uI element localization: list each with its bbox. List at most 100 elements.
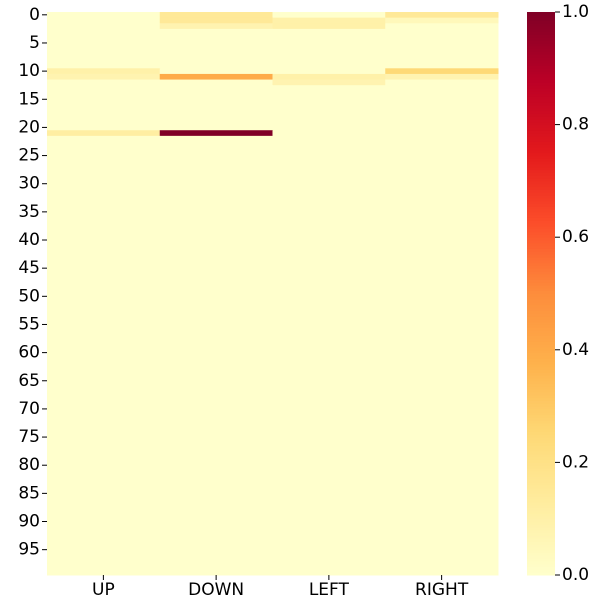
cell [47,321,161,328]
cell [47,304,161,311]
colorbar-segment [527,445,555,449]
colorbar-segment [527,68,555,72]
colorbar-segment [527,118,555,123]
cell [385,535,499,542]
cell [385,406,499,413]
cell [385,96,499,103]
cell [159,496,273,503]
cell [159,34,273,41]
colorbar-segment [527,172,555,176]
cell [159,79,273,86]
cell [47,254,161,261]
cell [385,130,499,137]
colorbar-tick-label: 0.6 [562,227,589,247]
cell [159,456,273,463]
cell [159,507,273,514]
colorbar-segment [527,296,555,300]
cell [272,535,386,542]
colorbar-segment [527,231,555,235]
colorbar-segment [527,408,555,413]
cell [159,254,273,261]
colorbar-segment [527,521,555,525]
cell [385,304,499,311]
colorbar-segment [527,104,555,109]
cell [47,372,161,379]
cell [272,209,386,216]
cell [385,569,499,576]
cell [159,344,273,351]
cell [159,428,273,435]
cell [385,254,499,261]
cell [385,287,499,294]
x-tick-label: RIGHT [415,580,469,600]
cell [47,468,161,475]
cell [385,68,499,75]
cell [385,422,499,430]
colorbar-segment [527,563,555,568]
cell [272,96,386,103]
colorbar-segment [527,14,555,19]
cell [272,57,386,64]
cell [159,192,273,199]
cell [385,451,499,458]
cell [159,113,273,120]
colorbar-segment [527,524,555,528]
colorbar-segment [527,422,555,427]
cell [272,484,386,492]
colorbar-segment [527,248,555,252]
cell [47,473,161,480]
cell [272,456,386,463]
colorbar-segment [527,93,555,97]
cell [272,51,386,58]
cell [385,186,499,193]
colorbar-segment [527,363,555,368]
colorbar-segment [527,397,555,401]
colorbar-segment [527,406,555,410]
cell [47,484,161,492]
cell [385,372,499,379]
cell [272,287,386,294]
cell [47,513,161,520]
cell [159,422,273,430]
cell [159,451,273,458]
colorbar-segment [527,569,555,573]
cell [385,383,499,390]
cell [272,186,386,193]
cell [272,270,386,278]
colorbar-segment [527,515,555,520]
cell [159,411,273,418]
cell [272,231,386,238]
cell [159,479,273,486]
colorbar-segment [527,434,555,438]
cell [272,203,386,210]
cell [272,282,386,289]
colorbar-segment [527,220,555,224]
cell [47,40,161,47]
cell [159,124,273,131]
colorbar-segment [527,158,555,162]
cell [385,51,499,58]
cell [47,79,161,86]
colorbar-segment [527,225,555,230]
colorbar-segment [527,541,555,545]
colorbar-segment [527,496,555,500]
colorbar-segment [527,344,555,348]
cell [47,338,161,345]
cell [47,428,161,435]
cell [159,209,273,216]
colorbar-segment [527,62,555,66]
colorbar-segment [527,51,555,55]
cell [385,231,499,238]
cell [385,513,499,520]
colorbar-segment [527,335,555,340]
cell [159,552,273,559]
colorbar-segment [527,268,555,272]
y-tick-label: 15 [18,89,40,109]
colorbar-segment [527,552,555,556]
y-tick-label: 25 [18,146,40,166]
cell [385,439,499,447]
colorbar-segment [527,301,555,306]
colorbar-segment [527,99,555,103]
colorbar-segment [527,527,555,531]
